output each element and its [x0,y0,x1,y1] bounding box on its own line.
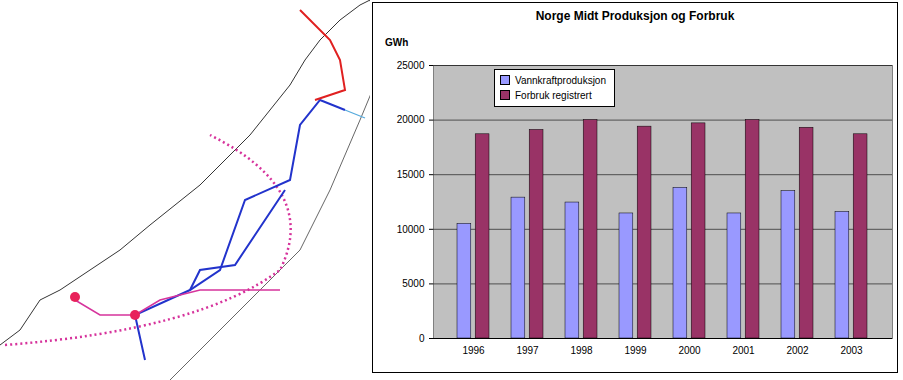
svg-text:1998: 1998 [570,345,593,356]
svg-text:25000: 25000 [397,60,425,71]
svg-text:0: 0 [419,333,425,344]
svg-text:15000: 15000 [397,169,425,180]
svg-text:1996: 1996 [462,345,485,356]
svg-text:5000: 5000 [402,278,425,289]
svg-text:1997: 1997 [516,345,539,356]
html-text:GWh: GWh [385,37,409,48]
svg-text:1999: 1999 [624,345,647,356]
html-text:Forbruk registrert: Forbruk registrert [515,90,592,101]
svg-text:2002: 2002 [786,345,809,356]
html-text:Vannkraftproduksjon: Vannkraftproduksjon [515,75,606,86]
svg-text:2001: 2001 [732,345,755,356]
svg-text:2003: 2003 [840,345,863,356]
svg-text:10000: 10000 [397,224,425,235]
html-text:Norge Midt Produksjon og Forbr: Norge Midt Produksjon og Forbruk [535,9,735,23]
svg-text:2000: 2000 [678,345,701,356]
svg-text:20000: 20000 [397,114,425,125]
